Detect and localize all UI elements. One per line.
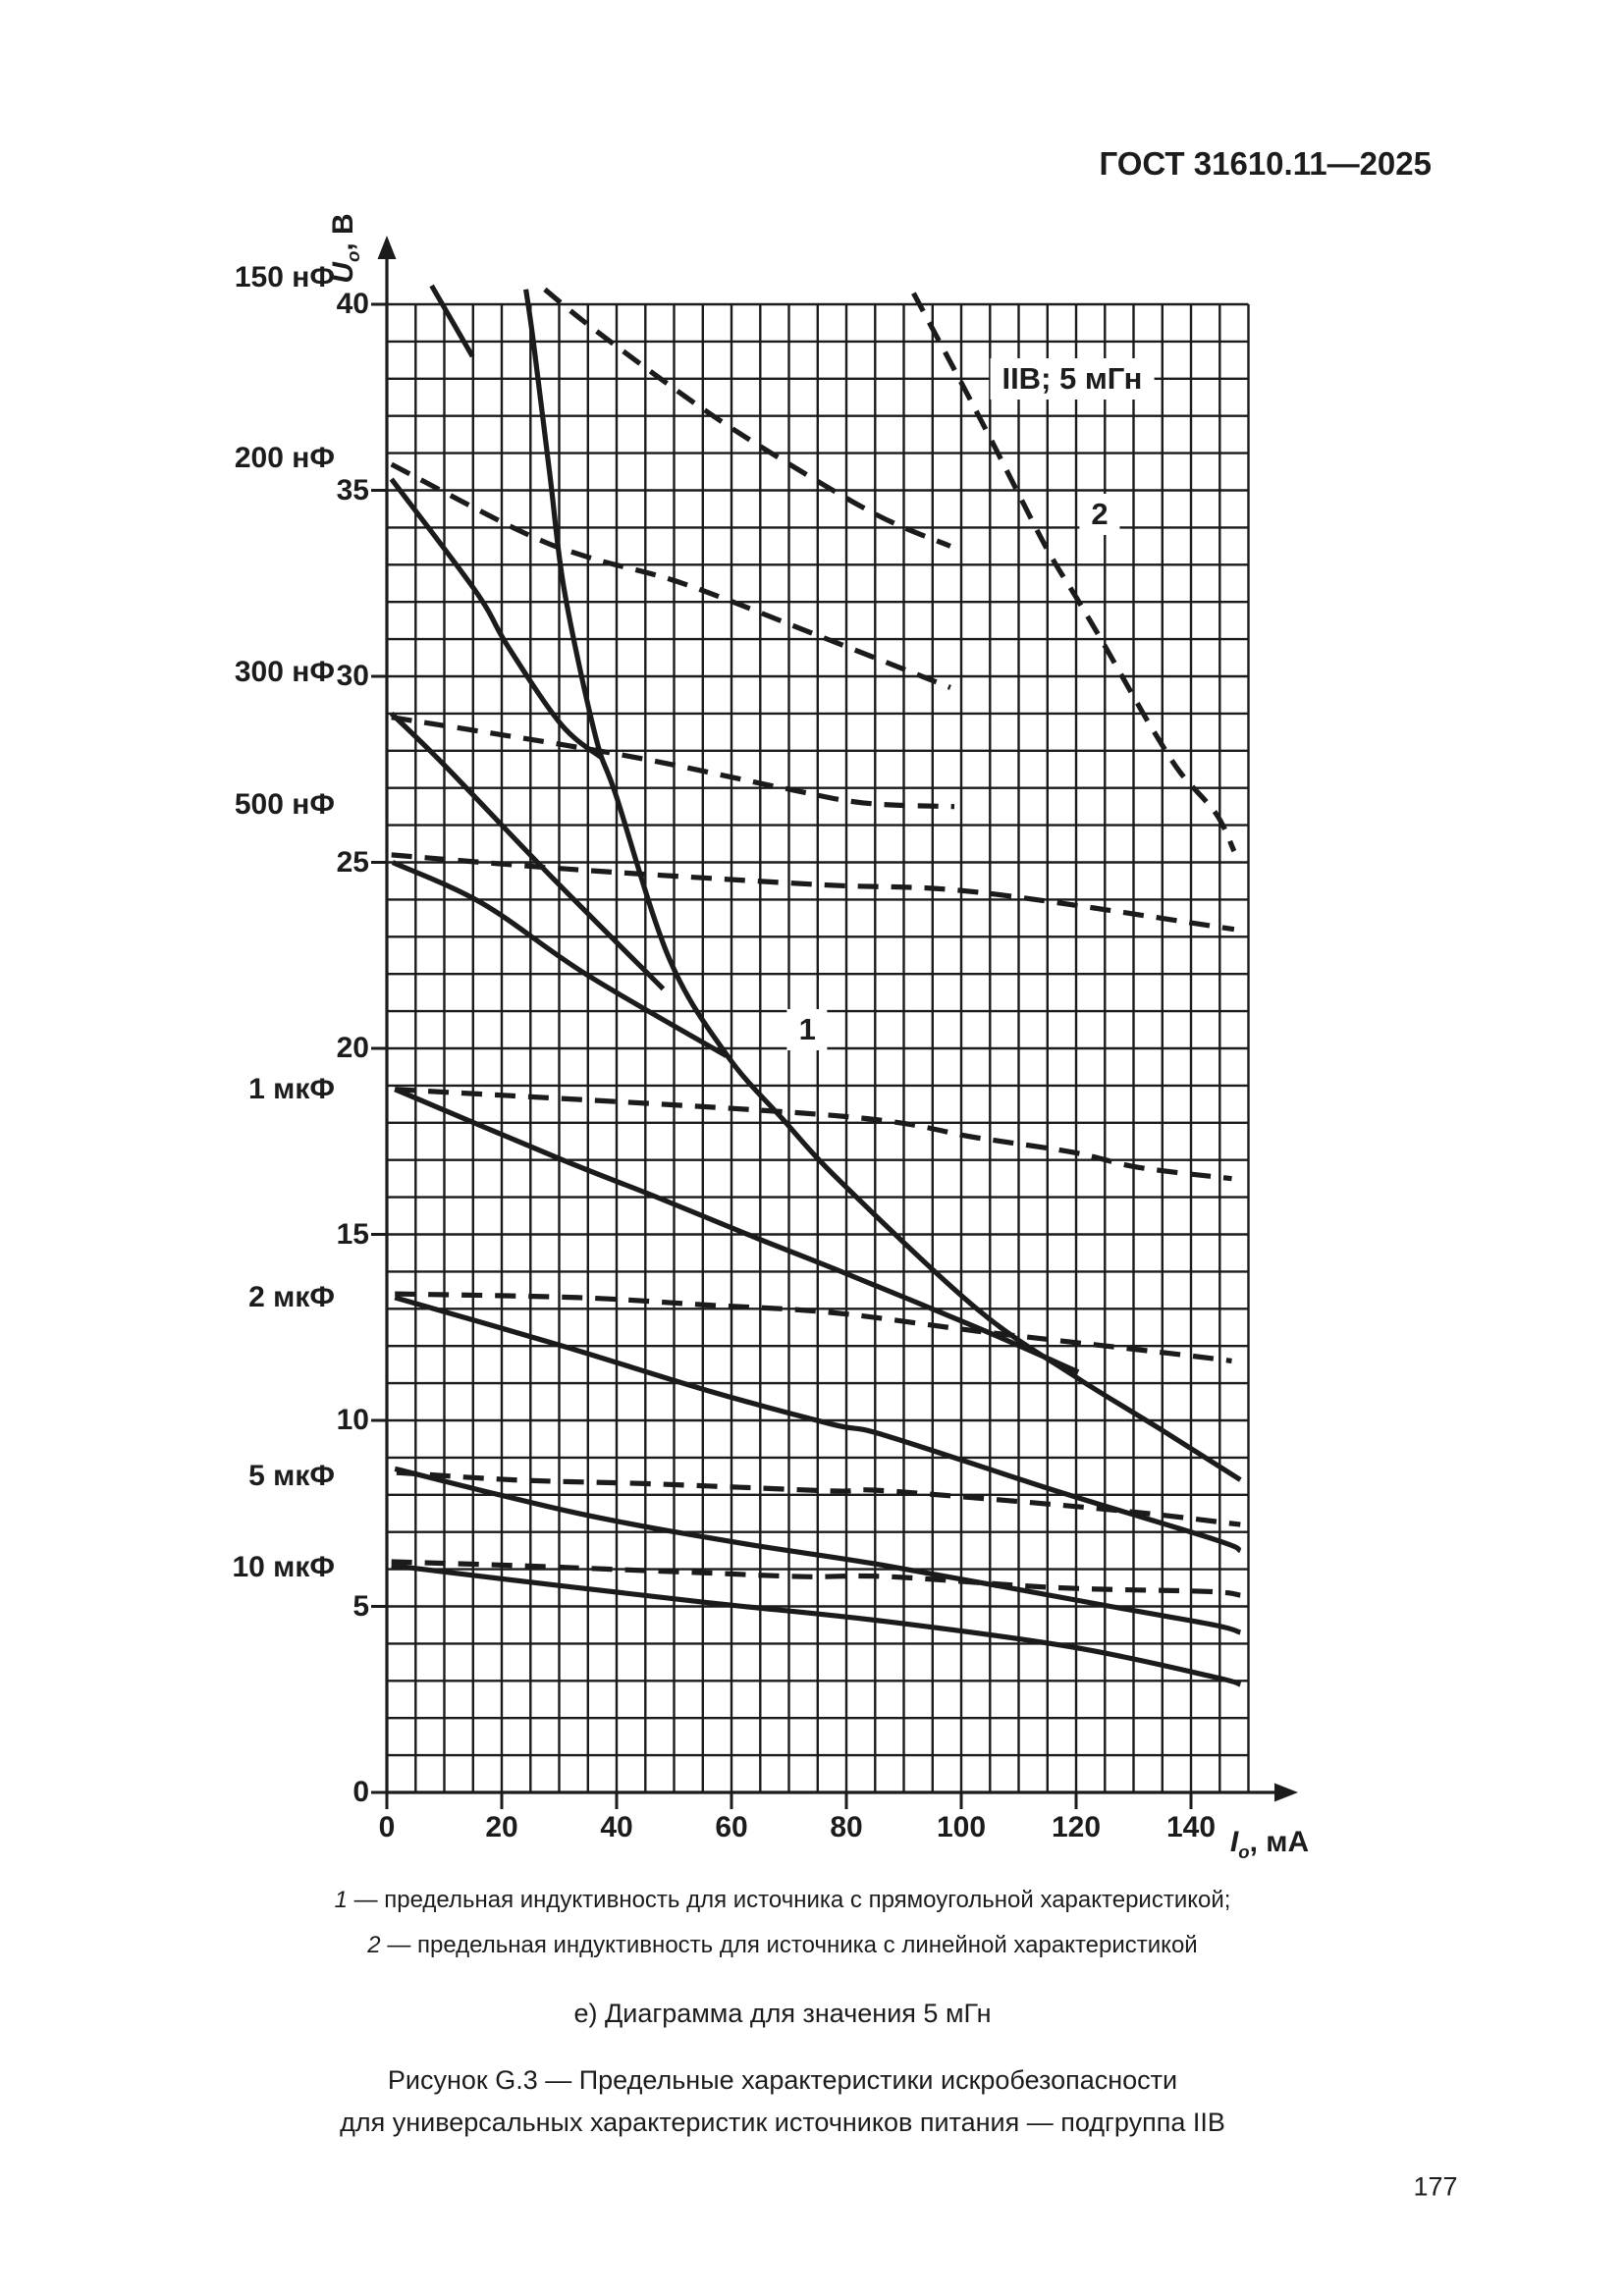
capacitance-label-300-нФ: 300 нФ xyxy=(234,656,335,689)
y-tick-label-15: 15 xyxy=(336,1217,369,1251)
curve-cap-10uF-linear xyxy=(391,1559,1241,1598)
curve-cap-500nF-linear xyxy=(391,852,1235,933)
annotation-2: 2 xyxy=(1079,494,1120,536)
y-tick-label-40: 40 xyxy=(336,288,369,320)
figure-caption: Рисунок G.3 — Предельные характеристики … xyxy=(340,2059,1225,2144)
y-tick-label-5: 5 xyxy=(352,1589,369,1623)
page-number: 177 xyxy=(1413,2171,1458,2202)
curve-cap-5uF-rectangular xyxy=(394,1466,1242,1635)
y-tick-label-30: 30 xyxy=(336,660,369,692)
y-tick-label-20: 20 xyxy=(336,1032,369,1064)
figure-caption-line2: для универсальных характеристик источник… xyxy=(340,2108,1225,2137)
curve-cap-150nF-rectangular xyxy=(429,284,475,358)
legend-1-marker: 1 xyxy=(334,1887,348,1913)
curve-cap-2uF-linear xyxy=(395,1291,1232,1363)
capacitance-label-10-мкФ: 10 мкФ xyxy=(232,1550,335,1583)
item-caption: е) Диаграмма для значения 5 мГн xyxy=(573,1999,992,2028)
x-axis-label: Io, мА xyxy=(1230,1826,1309,1863)
annotation-1: 1 xyxy=(786,1009,828,1051)
y-axis-subscript: o xyxy=(343,250,363,263)
x-tick-label-100: 100 xyxy=(936,1811,987,1843)
curve-cap-1uF-linear xyxy=(395,1087,1232,1182)
legend-line-1: 1 — предельная индуктивность для источни… xyxy=(335,1887,1231,1914)
x-tick-label-60: 60 xyxy=(715,1811,748,1843)
curve-cap-1uF-rectangular xyxy=(394,1087,1080,1375)
axis-tick-marks xyxy=(371,302,1193,1809)
curve-cap-200nF-rectangular xyxy=(389,477,605,761)
x-tick-label-120: 120 xyxy=(1051,1811,1102,1843)
y-tick-label-0: 0 xyxy=(352,1776,369,1808)
curve-inductance-limit-linear xyxy=(911,292,1237,853)
legend-2-marker: 2 xyxy=(367,1932,381,1958)
y-tick-label-35: 35 xyxy=(336,473,369,507)
x-axis-arrow xyxy=(1274,1783,1298,1802)
curve-cap-300nF-rectangular xyxy=(389,712,666,991)
curve-cap-2uF-rectangular xyxy=(394,1295,1242,1554)
curve-cap-150nF-linear xyxy=(543,287,951,549)
x-axis-unit: , мА xyxy=(1249,1826,1310,1858)
legend-line-2: 2 — предельная индуктивность для источни… xyxy=(367,1932,1197,1959)
curve-cap-5uF-linear xyxy=(396,1469,1241,1527)
curve-cap-10uF-rectangular xyxy=(391,1563,1242,1687)
x-tick-label-20: 20 xyxy=(485,1811,518,1843)
capacitance-label-2-мкФ: 2 мкФ xyxy=(248,1280,335,1313)
curve-cap-300nF-linear xyxy=(391,715,955,810)
y-axis-unit: , В xyxy=(327,213,359,251)
y-axis-arrow xyxy=(377,236,397,259)
legend-2-text: — предельная индуктивность для источника… xyxy=(380,1932,1198,1958)
x-axis-subscript: o xyxy=(1238,1842,1250,1862)
capacitance-label-1-мкФ: 1 мкФ xyxy=(248,1072,335,1105)
x-tick-label-80: 80 xyxy=(830,1811,863,1843)
capacitance-label-150-нФ: 150 нФ xyxy=(234,261,335,294)
capacitance-label-200-нФ: 200 нФ xyxy=(234,442,335,475)
x-tick-label-140: 140 xyxy=(1165,1811,1217,1843)
x-tick-label-40: 40 xyxy=(600,1811,633,1843)
x-tick-label-0: 0 xyxy=(378,1811,396,1843)
y-tick-label-25: 25 xyxy=(336,845,369,879)
capacitance-label-500-нФ: 500 нФ xyxy=(234,787,335,821)
curve-cap-500nF-rectangular xyxy=(391,860,729,1058)
legend-1-text: — предельная индуктивность для источника… xyxy=(347,1887,1231,1913)
capacitance-label-5-мкФ: 5 мкФ xyxy=(248,1459,335,1492)
y-tick-label-10: 10 xyxy=(336,1404,369,1436)
annotation-IIB-5-мГн: IIB; 5 мГн xyxy=(990,357,1155,400)
figure-caption-line1: Рисунок G.3 — Предельные характеристики … xyxy=(387,2065,1178,2095)
page-header: ГОСТ 31610.11—2025 xyxy=(1099,145,1432,182)
x-axis-symbol: I xyxy=(1229,1826,1239,1858)
curve-cap-200nF-linear xyxy=(390,461,951,690)
